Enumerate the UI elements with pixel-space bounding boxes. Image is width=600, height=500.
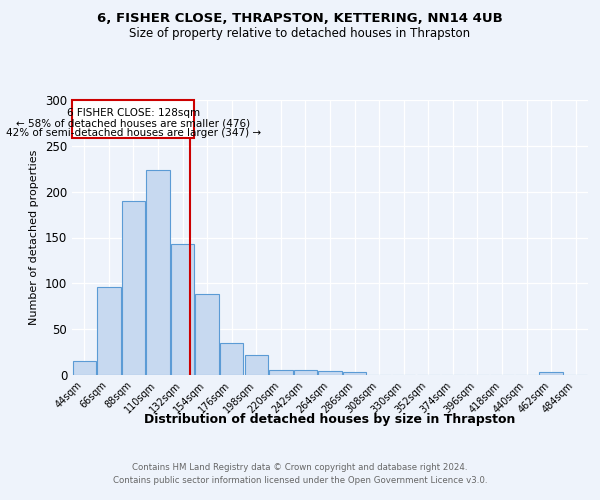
Text: Contains HM Land Registry data © Crown copyright and database right 2024.: Contains HM Land Registry data © Crown c… xyxy=(132,462,468,471)
Bar xyxy=(245,355,268,375)
Text: 6, FISHER CLOSE, THRAPSTON, KETTERING, NN14 4UB: 6, FISHER CLOSE, THRAPSTON, KETTERING, N… xyxy=(97,12,503,26)
Text: 42% of semi-detached houses are larger (347) →: 42% of semi-detached houses are larger (… xyxy=(5,128,261,138)
Text: ← 58% of detached houses are smaller (476): ← 58% of detached houses are smaller (47… xyxy=(16,118,250,128)
Bar xyxy=(319,372,341,375)
Bar xyxy=(97,287,121,375)
Y-axis label: Number of detached properties: Number of detached properties xyxy=(29,150,40,325)
Bar xyxy=(73,361,96,375)
Bar xyxy=(343,372,366,375)
Bar xyxy=(146,170,170,375)
FancyBboxPatch shape xyxy=(72,100,194,138)
Text: Contains public sector information licensed under the Open Government Licence v3: Contains public sector information licen… xyxy=(113,476,487,485)
Bar xyxy=(294,370,317,375)
Text: Distribution of detached houses by size in Thrapston: Distribution of detached houses by size … xyxy=(145,412,515,426)
Bar xyxy=(269,370,293,375)
Text: 6 FISHER CLOSE: 128sqm: 6 FISHER CLOSE: 128sqm xyxy=(67,108,200,118)
Bar xyxy=(122,201,145,375)
Bar xyxy=(539,372,563,375)
Bar xyxy=(220,343,244,375)
Text: Size of property relative to detached houses in Thrapston: Size of property relative to detached ho… xyxy=(130,28,470,40)
Bar xyxy=(196,294,219,375)
Bar xyxy=(171,244,194,375)
